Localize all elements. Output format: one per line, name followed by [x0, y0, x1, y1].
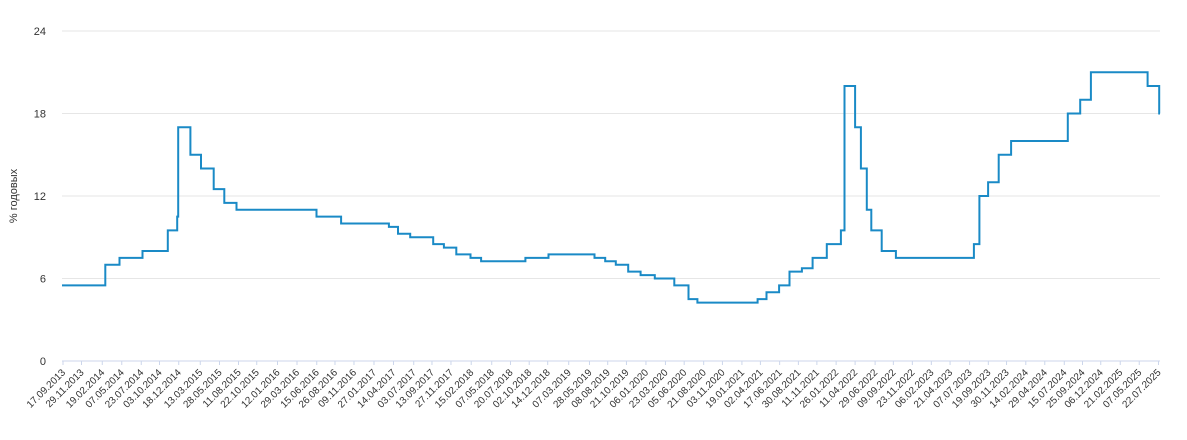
x-axis-ticks: 17.09.201329.11.201319.02.201407.05.2014… — [25, 361, 1164, 411]
series-line — [62, 71, 1161, 304]
y-axis-ticks: 0 6 12 18 24 — [34, 26, 46, 368]
grid-lines — [62, 30, 1160, 362]
y-tick-label: 18 — [34, 109, 46, 121]
y-tick-label: 24 — [34, 26, 46, 38]
y-tick-label: 12 — [34, 191, 46, 203]
y-tick-label: 6 — [40, 274, 46, 286]
y-axis-label: % годовых — [8, 168, 20, 223]
series-layer — [62, 71, 1161, 304]
y-tick-label: 0 — [40, 356, 46, 368]
